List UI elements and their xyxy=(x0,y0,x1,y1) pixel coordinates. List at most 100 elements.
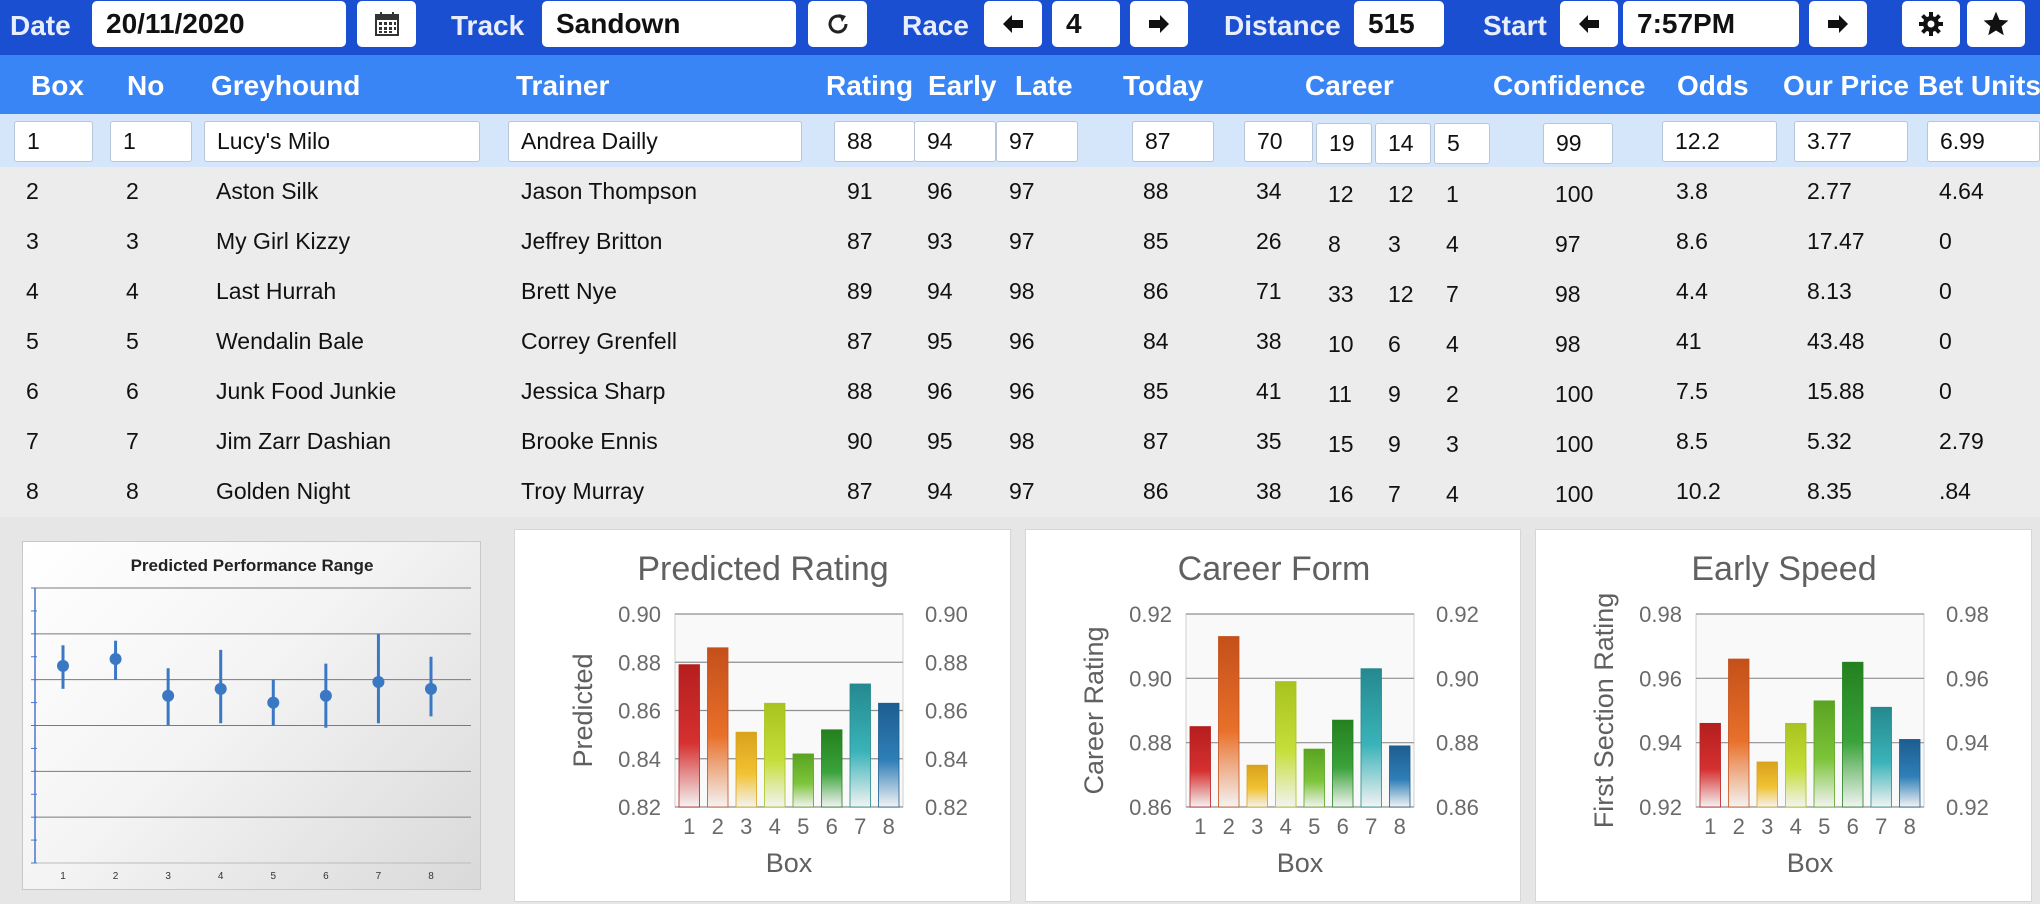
row-6-rating-cell: 88 xyxy=(847,378,873,404)
runner-table: 1 1 Lucy's Milo Andrea Dailly 88 94 97 8… xyxy=(0,114,2040,517)
row-8-bet-units-cell: .84 xyxy=(1939,478,1971,504)
x-tick-label: 1 xyxy=(1194,814,1206,839)
column-header-career[interactable]: Career xyxy=(1305,70,1394,101)
column-header-odds[interactable]: Odds xyxy=(1677,70,1749,101)
row-1-rating-field[interactable]: 88 xyxy=(834,121,915,162)
y-tick-label-left: 0.90 xyxy=(618,602,661,627)
bar xyxy=(1189,726,1211,808)
start-time-field[interactable]: 7:57PM xyxy=(1623,1,1799,47)
data-point xyxy=(214,682,227,695)
row-4-confidence-cell: 98 xyxy=(1555,281,1581,307)
column-header-rating[interactable]: Rating xyxy=(826,70,914,101)
next-start-button[interactable] xyxy=(1809,1,1867,47)
row-1-box-field[interactable]: 1 xyxy=(14,121,93,162)
column-header-late[interactable]: Late xyxy=(1015,70,1073,101)
row-1-late-field[interactable]: 97 xyxy=(996,121,1078,162)
column-header-our-price[interactable]: Our Price xyxy=(1783,70,1910,101)
row-4-box-cell: 4 xyxy=(26,278,39,304)
row-5-career-wins-cell: 10 xyxy=(1328,331,1354,357)
row-7-greyhound-cell: Jim Zarr Dashian xyxy=(216,428,392,454)
table-row[interactable]: 7 7 Jim Zarr Dashian Brooke Ennis 90 95 98 87 35… xyxy=(0,415,2040,465)
table-row[interactable]: 8 8 Golden Night Troy Murray 87 94 97 86 38 16 7 4 1… xyxy=(0,465,2040,515)
table-row[interactable]: 5 5 Wendalin Bale Correy Grenfell 87 95 96 84 38… xyxy=(0,315,2040,365)
date-field[interactable]: 20/11/2020 xyxy=(92,1,346,47)
row-1-bet-units-field[interactable]: 6.99 xyxy=(1927,121,2040,162)
x-tick-label: 6 xyxy=(826,814,838,839)
table-row[interactable]: 3 3 My Girl Kizzy Jeffrey Britton 87 93 97 85 26… xyxy=(0,215,2040,265)
data-point xyxy=(425,682,437,695)
y-tick-label-left: 0.92 xyxy=(1129,602,1172,627)
x-tick-label: 4 xyxy=(769,814,781,839)
row-1-career-thirds-field[interactable]: 5 xyxy=(1434,123,1490,164)
row-1-no-field[interactable]: 1 xyxy=(110,121,192,162)
row-3-career-seconds-cell: 3 xyxy=(1388,231,1401,257)
row-5-late-cell: 96 xyxy=(1009,328,1035,354)
column-header-box[interactable]: Box xyxy=(31,70,84,101)
row-8-confidence-cell: 100 xyxy=(1555,481,1594,507)
row-3-odds-cell: 8.6 xyxy=(1676,228,1708,254)
x-tick-label: 1 xyxy=(60,871,66,882)
row-4-trainer-cell: Brett Nye xyxy=(521,278,617,304)
row-1-today-field[interactable]: 87 xyxy=(1132,121,1214,162)
y-axis-label: Career Rating xyxy=(1079,626,1109,794)
distance-label: Distance xyxy=(1224,10,1341,41)
x-tick-label: 2 xyxy=(113,871,119,882)
row-1-early-field[interactable]: 94 xyxy=(914,121,996,162)
table-row[interactable]: 6 6 Junk Food Junkie Jessica Sharp 88 96 96 85 4… xyxy=(0,365,2040,415)
row-5-trainer-cell: Correy Grenfell xyxy=(521,328,677,354)
column-header-early[interactable]: Early xyxy=(928,70,997,101)
row-2-early-cell: 96 xyxy=(927,178,953,204)
row-4-career-seconds-cell: 12 xyxy=(1388,281,1414,307)
refresh-button[interactable] xyxy=(808,1,867,47)
bar xyxy=(735,731,757,808)
row-1-confidence-field[interactable]: 99 xyxy=(1543,123,1613,164)
row-1-trainer-field[interactable]: Andrea Dailly xyxy=(508,121,802,162)
settings-button[interactable] xyxy=(1902,1,1960,47)
row-1-our-price-field[interactable]: 3.77 xyxy=(1794,121,1908,162)
bar xyxy=(1332,719,1354,808)
x-tick-label: 5 xyxy=(1818,814,1830,839)
bar xyxy=(792,753,814,808)
x-tick-label: 6 xyxy=(1337,814,1349,839)
x-tick-label: 4 xyxy=(1280,814,1292,839)
calendar-button[interactable] xyxy=(357,1,416,47)
column-header-no[interactable]: No xyxy=(127,70,165,101)
column-header-today[interactable]: Today xyxy=(1123,70,1204,101)
table-row[interactable]: 4 4 Last Hurrah Brett Nye 89 94 98 86 71 33 12 7 98 4… xyxy=(0,265,2040,315)
column-header-confidence[interactable]: Confidence xyxy=(1493,70,1646,101)
x-tick-label: 2 xyxy=(1733,814,1745,839)
column-header-bet-units[interactable]: Bet Units xyxy=(1918,70,2040,101)
row-1-career-starts-field[interactable]: 70 xyxy=(1244,121,1313,162)
favorite-button[interactable] xyxy=(1967,1,2025,47)
row-1-career-wins-field[interactable]: 19 xyxy=(1316,123,1372,164)
row-2-no-cell: 2 xyxy=(126,178,139,204)
race-label: Race xyxy=(902,10,969,41)
chart-title: Career Form xyxy=(1178,550,1371,588)
previous-race-button[interactable] xyxy=(984,1,1042,47)
row-2-rating-cell: 91 xyxy=(847,178,873,204)
range-chart-canvas: Predicted Performance Range 1 2 3 4 5 6 7 8 xyxy=(31,556,471,882)
row-1-career-seconds-field[interactable]: 14 xyxy=(1375,123,1431,164)
row-1-greyhound-field[interactable]: Lucy's Milo xyxy=(204,121,480,162)
predicted-performance-range-chart: Predicted Performance Range 1 2 3 4 5 6 7 8 xyxy=(22,541,481,890)
column-header-greyhound[interactable]: Greyhound xyxy=(211,70,361,101)
track-label: Track xyxy=(451,10,525,41)
row-1-odds-field[interactable]: 12.2 xyxy=(1662,121,1777,162)
distance-field[interactable]: 515 xyxy=(1354,1,1444,47)
table-row[interactable]: 2 2 Aston Silk Jason Thompson 91 96 97 88 34 12 12… xyxy=(0,165,2040,215)
x-tick-label: 7 xyxy=(376,871,382,882)
y-axis-label: First Section Rating xyxy=(1589,593,1619,829)
column-header-trainer[interactable]: Trainer xyxy=(516,70,610,101)
row-5-no-cell: 5 xyxy=(126,328,139,354)
row-5-early-cell: 95 xyxy=(927,328,953,354)
track-field[interactable]: Sandown xyxy=(542,1,796,47)
column-header-row: Box No Greyhound Trainer Rating Early La… xyxy=(0,55,2040,114)
race-field[interactable]: 4 xyxy=(1052,1,1120,47)
row-4-career-wins-cell: 33 xyxy=(1328,281,1354,307)
x-tick-label: 4 xyxy=(1790,814,1802,839)
next-race-button[interactable] xyxy=(1130,1,1188,47)
previous-start-button[interactable] xyxy=(1560,1,1618,47)
row-7-late-cell: 98 xyxy=(1009,428,1035,454)
bar xyxy=(1699,722,1721,808)
x-tick-label: 7 xyxy=(1365,814,1377,839)
